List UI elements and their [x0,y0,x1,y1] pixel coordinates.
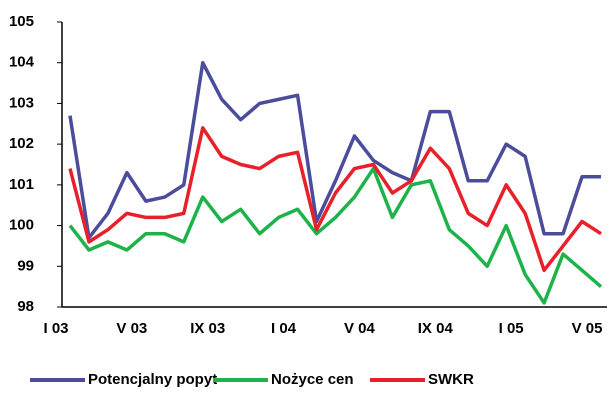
x-tick-label: I 04 [271,320,297,337]
x-tick-label: V 05 [572,320,603,337]
y-tick-label: 99 [17,257,34,274]
x-tick-label: I 03 [43,320,68,337]
series-line [68,126,602,273]
y-tick-label: 100 [9,217,34,234]
y-tick-label: 101 [9,176,34,193]
x-tick-label: V 03 [116,320,147,337]
y-tick-label: 105 [9,13,34,30]
x-tick-label: IX 04 [418,320,454,337]
x-tick-label: V 04 [344,320,376,337]
legend-label: Nożyce cen [271,371,354,388]
y-tick-label: 102 [9,135,34,152]
series-line [68,166,603,305]
x-tick-label: IX 03 [190,320,225,337]
y-tick-label: 104 [9,54,35,71]
y-tick-label: 103 [9,94,34,111]
x-tick-label: I 05 [499,320,524,337]
legend-label: Potencjalny popyt [88,371,217,388]
legend-label: SWKR [428,371,474,388]
series-line [68,60,601,240]
y-tick-label: 98 [17,298,34,315]
